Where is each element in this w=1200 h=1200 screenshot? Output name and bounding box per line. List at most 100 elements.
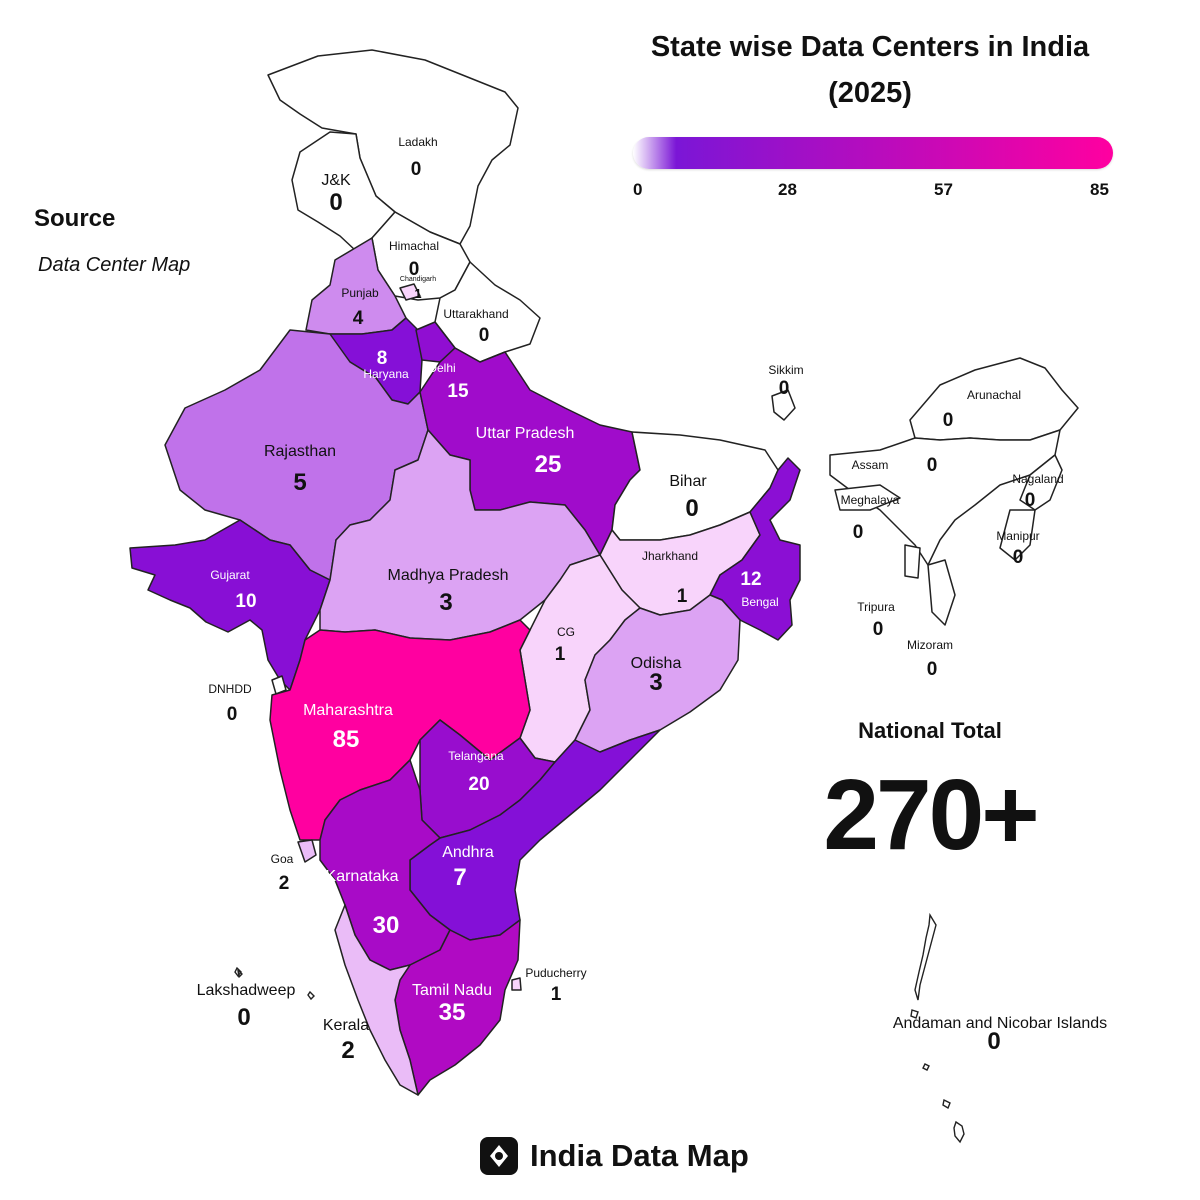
region-label-maharashtra: Maharashtra [303,702,393,719]
compass-diamond-icon [480,1137,518,1175]
region-label-puducherry: Puducherry [525,966,586,980]
legend-tick-1: 28 [778,180,797,199]
brand-name: India Data Map [530,1138,749,1173]
region-label-meghalaya: Meghalaya [841,493,900,507]
region-value-manipur: 0 [1013,547,1024,568]
region-value-madhya-pradesh: 3 [439,589,452,616]
region-ladakh [267,49,519,245]
region-value-himachal: 0 [409,259,420,280]
region-value-goa: 2 [279,873,290,894]
region-value-jharkhand: 1 [677,586,688,607]
region-value-haryana: 8 [377,348,388,369]
region-value-meghalaya: 0 [853,522,864,543]
region-label-uttarakhand: Uttarakhand [443,307,508,321]
region-value-sikkim: 0 [779,378,790,399]
region-value-bihar: 0 [685,495,698,522]
region-value-chhattisgarh: 1 [555,644,566,665]
region-value-chandigarh: 1 [414,286,421,301]
region-label-arunachal: Arunachal [967,388,1021,402]
region-label-tamil-nadu: Tamil Nadu [412,982,492,999]
region-value-lakshadweep: 0 [237,1004,250,1031]
legend-tick-min: 0 [633,180,643,199]
region-nagaland [1019,454,1063,511]
region-label-bengal: Bengal [741,595,778,609]
region-label-goa: Goa [271,852,294,866]
region-puducherry [511,977,522,991]
national-total-value: 270+ [823,759,1039,871]
region-dnhdd [271,675,287,695]
region-value-tripura: 0 [873,619,884,640]
region-value-nagaland: 0 [1025,490,1036,511]
region-mizoram [927,559,956,626]
color-scale-bar [633,137,1113,169]
region-label-tripura: Tripura [857,600,895,614]
region-label-uttar-pradesh: Uttar Pradesh [476,425,575,442]
region-value-delhi: 15 [447,381,469,402]
region-label-jk: J&K [321,172,351,189]
region-label-gujarat: Gujarat [210,568,250,582]
region-value-andaman: 0 [987,1028,1000,1055]
region-kerala [334,904,419,1096]
region-label-chhattisgarh: CG [557,625,575,639]
region-meghalaya [834,484,901,511]
region-value-odisha: 3 [649,669,662,696]
region-value-rajasthan: 5 [293,469,306,496]
region-label-punjab: Punjab [341,286,379,300]
region-chandigarh [399,283,421,301]
region-label-mizoram: Mizoram [907,638,953,652]
region-sikkim [771,389,796,421]
region-value-dnhdd: 0 [227,704,238,725]
map-title-line-1: State wise Data Centers in India [650,31,1090,63]
region-value-jk: 0 [329,189,342,216]
region-label-odisha: Odisha [631,655,682,672]
region-label-delhi: Delhi [428,361,455,375]
region-value-andhra: 7 [453,864,466,891]
source-value: Data Center Map [38,254,191,276]
region-label-assam: Assam [852,458,889,472]
map-title-line-2: (2025) [828,77,912,109]
region-value-uttarakhand: 0 [479,325,490,346]
region-tripura [904,544,921,579]
region-value-ladakh: 0 [411,159,422,180]
region-label-dnhdd: DNHDD [208,682,252,696]
region-value-bengal: 12 [740,569,761,590]
region-label-andaman: Andaman and Nicobar Islands [893,1015,1107,1032]
legend-tick-2: 57 [934,180,953,199]
region-label-chandigarh: Chandigarh [400,276,436,283]
region-label-telangana: Telangana [448,749,504,763]
region-label-jharkhand: Jharkhand [642,549,698,563]
source-heading: Source [34,205,116,232]
region-value-mizoram: 0 [927,659,938,680]
region-label-haryana: Haryana [363,367,409,381]
region-label-karnataka: Karnataka [326,868,399,885]
region-value-uttar-pradesh: 25 [535,451,562,478]
brand: India Data Map [480,1135,749,1177]
legend-tick-max: 85 [1090,180,1109,199]
region-label-nagaland: Nagaland [1012,472,1063,486]
region-label-rajasthan: Rajasthan [264,443,336,460]
region-value-kerala: 2 [341,1037,354,1064]
region-value-maharashtra: 85 [333,726,360,753]
region-manipur [999,509,1036,561]
region-value-karnataka: 30 [373,912,400,939]
region-label-sikkim: Sikkim [768,363,803,377]
region-odisha [574,594,741,753]
region-value-gujarat: 10 [235,591,256,612]
region-assam [829,429,1061,566]
region-goa [297,839,317,863]
region-bengal [709,457,801,641]
region-value-telangana: 20 [468,774,489,795]
region-label-andhra: Andhra [442,844,494,861]
region-value-puducherry: 1 [551,984,562,1005]
region-value-punjab: 4 [353,308,364,329]
region-label-bihar: Bihar [669,473,707,490]
region-value-assam: 0 [927,455,938,476]
region-value-arunachal: 0 [943,410,954,431]
region-label-kerala: Kerala [323,1017,369,1034]
region-label-ladakh: Ladakh [398,135,437,149]
national-total-heading: National Total [858,718,1002,743]
map-title: State wise Data Centers in India (2025) [600,24,1140,116]
region-label-himachal: Himachal [389,239,439,253]
region-label-lakshadweep: Lakshadweep [197,982,296,999]
